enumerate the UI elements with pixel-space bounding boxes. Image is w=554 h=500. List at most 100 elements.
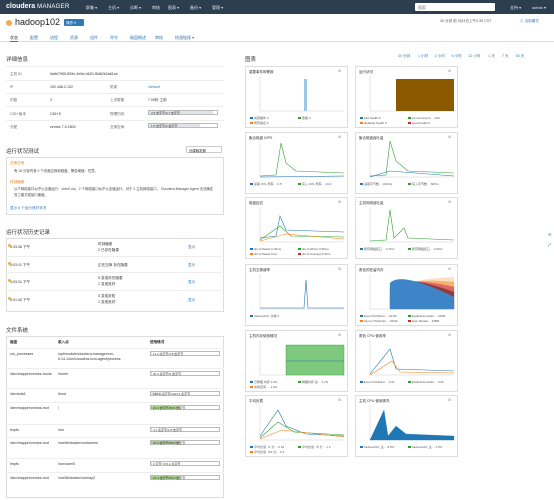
history-event: 正在交换 存在隐患 (98, 263, 128, 267)
nav-admin[interactable]: 管理 ▾ (212, 5, 224, 10)
fs-mount: /run/user/0 (58, 462, 76, 466)
fs-header-usage[interactable]: 使用情况 (150, 340, 165, 344)
health-history-box (6, 238, 224, 312)
time-range-option[interactable]: 1 天 (488, 54, 495, 58)
time-range[interactable]: 30 分钟 前 5月4日上午2:39 CST (440, 19, 492, 23)
fs-usage-bar: 0 字节/ 374.2 兆字节 (150, 461, 220, 466)
rack-label: 机架 (110, 85, 118, 89)
actions-button[interactable]: 操作 ▾ (64, 19, 84, 26)
chart-gear-icon[interactable]: ⚙ (448, 333, 452, 337)
time-range-option[interactable]: 7 天 (502, 54, 509, 58)
health-item-title[interactable]: 时钟偏差 (10, 180, 25, 184)
chart-panel[interactable]: 主机网络吞吐量 ⚙ 所有网络接口… 2.7K/s 所有网络接口… 0.3K/s (355, 197, 458, 259)
create-trigger-button[interactable]: 创建触发器 (186, 146, 222, 153)
fs-disk: /dev/mapper/centos-root (10, 476, 49, 480)
chart-gear-icon[interactable]: ⚙ (338, 135, 342, 139)
chart-gear-icon[interactable]: ⚙ (338, 200, 342, 204)
health-item-text: 有 15 分钟内有 0 个页面交换到磁盘。警告阈值：任意。 (14, 169, 99, 173)
chart-plot (259, 207, 345, 243)
cores-label: 内核 (10, 98, 18, 102)
chart-gear-icon[interactable]: ⚙ (448, 398, 452, 402)
chart-gear-icon[interactable]: ⚙ (338, 398, 342, 402)
nav-user[interactable]: admin ▾ (532, 5, 547, 10)
history-show-link[interactable]: 显示 (188, 280, 196, 284)
chart-panel[interactable]: 角色 CPU 使用率 ⚙ Event Publisher… 0.21 DataNode… (355, 330, 458, 392)
distribution-value: centos 7.5.1804 (50, 125, 76, 129)
ip-value: 192.168.2.102 (50, 85, 73, 89)
history-time: 5:33:36 下午 (10, 245, 31, 249)
cdh-version-value: CDH 5 (50, 112, 61, 116)
host-id-value: 0a6e7955-509e-4e5d-b620-f5d62b2a61ca (50, 72, 118, 76)
history-show-link[interactable]: 显示 (188, 298, 196, 302)
health-item-title[interactable]: 交换空间 (10, 161, 25, 165)
tab-commands[interactable]: 命令 (110, 35, 118, 40)
nav-backup[interactable]: 备份 ▾ (190, 5, 202, 10)
fs-header-mount[interactable]: 装入点 (58, 340, 69, 344)
expand-icon[interactable]: ⤢ (548, 242, 552, 247)
current-mode[interactable]: ⊙ 当前模式 (520, 19, 539, 23)
page-title: hadoop102 (15, 17, 61, 27)
tab-audits[interactable]: 审核 (155, 35, 163, 40)
filesystems-title: 文件系统 (6, 328, 29, 334)
time-range-option[interactable]: 12 小时 (468, 54, 481, 58)
chart-panel[interactable]: 聚合磁盘吞吐量 ⚙ 读取字节数… 344K/s 写入字节数… 66K/s (355, 132, 458, 194)
history-show-link[interactable]: 显示 (188, 263, 196, 267)
rack-link[interactable]: /default (148, 85, 160, 89)
chart-plot (259, 340, 345, 376)
tab-status[interactable]: 状态 (10, 35, 18, 42)
swap-label: 交换空间 (110, 125, 125, 129)
tab-quicklinks[interactable]: 快速链接 ▾ (175, 35, 195, 40)
chart-panel[interactable]: 主机 CPU 使用情况 ⚙ hadoop102, 主… 8.5% hadoop102,… (355, 395, 458, 457)
chart-panel[interactable]: 角色的驻留内存 ⚙ Event Publisher… 217M DataNode (h… (355, 264, 458, 326)
show-good-health-link[interactable]: 显示 6 个运行良好状况 (10, 206, 47, 210)
search-input[interactable] (415, 3, 495, 11)
tab-components[interactable]: 组件 (90, 35, 98, 40)
nav-diagnostics[interactable]: 诊断 ▾ (130, 5, 142, 10)
chart-panel[interactable]: 运行状况 ⚙ bad health 0 concerning he… 100 disab… (355, 66, 458, 128)
chart-legend-item: dm-0 Writes 0.55ms (298, 247, 329, 251)
time-range-option[interactable]: 6 小时 (451, 54, 462, 58)
time-range-option[interactable]: 30 天 (515, 54, 525, 58)
status-warning-icon (6, 20, 12, 26)
chart-gear-icon[interactable]: ⚙ (448, 135, 452, 139)
fs-mount: /var/lib/docker/containers (58, 441, 98, 445)
history-event: 1 变成良好 (98, 282, 116, 286)
side-menu-icon[interactable]: ☰ (548, 232, 552, 237)
chart-legend-item: DataNode (hado… 0.20 (408, 380, 444, 384)
history-event: 5 变成存在隐患 (98, 276, 123, 280)
history-time: 5:03:31 下午 (10, 280, 31, 284)
tab-processes[interactable]: 进程 (50, 35, 58, 40)
chart-gear-icon[interactable]: ⚙ (338, 333, 342, 337)
nav-clusters[interactable]: 群集 ▾ (86, 5, 98, 10)
chart-panel[interactable]: 平均负载 ⚙ 平均负载（1 分… 0.18 平均负载（5 分… 1.2 平均负载（15 … (245, 395, 348, 457)
nav-audits[interactable]: 审核 (152, 5, 160, 10)
time-range-option[interactable]: 1 小时 (418, 54, 429, 58)
tab-resources[interactable]: 资源 (70, 35, 78, 40)
charts-title: 图表 (245, 57, 257, 63)
chart-gear-icon[interactable]: ⚙ (448, 69, 452, 73)
chart-panel[interactable]: 磁盘延迟 ⚙ dm-0 Reads 0.18ms dm-0 Writes 0.55ms… (245, 197, 348, 259)
nav-charts[interactable]: 图表 ▾ (168, 5, 180, 10)
chart-gear-icon[interactable]: ⚙ (338, 267, 342, 271)
chart-panel[interactable]: 主机内存使用情况 ⚙ 已物理 内存 1.6G 物理内存 总… 3.7G 交换空间 … 1… (245, 330, 348, 392)
chart-gear-icon[interactable]: ⚙ (448, 267, 452, 271)
history-show-link[interactable]: 显示 (188, 245, 196, 249)
chart-title: 主机网络吞吐量 (359, 201, 384, 205)
fs-mount: /var/lib/docker/overlay2 (58, 476, 95, 480)
chart-gear-icon[interactable]: ⚙ (448, 200, 452, 204)
chart-panel[interactable]: 重要事件和警报 ⚙ 关键事件 0 警报 0 所有信息 0 (245, 66, 348, 128)
time-range-option[interactable]: 2 小时 (434, 54, 445, 58)
top-navbar: cloudera MANAGER 群集 ▾ 主机 ▾ 诊断 ▾ 审核 图表 ▾ … (0, 0, 554, 14)
fs-header-disk[interactable]: 磁盘 (10, 340, 18, 344)
cloudera-logo[interactable]: cloudera MANAGER (6, 3, 70, 10)
chart-panel[interactable]: 主机交换速率 ⚙ hadoop102, 交换 0 (245, 264, 348, 326)
chart-gear-icon[interactable]: ⚙ (338, 69, 342, 73)
fs-usage-bar: 21.4 吉字节/50.0 吉字节 (150, 405, 220, 410)
tab-disks[interactable]: 磁盘概述 (130, 35, 146, 40)
time-range-option[interactable]: 30 分钟 (398, 54, 411, 58)
memory-bar: 3.5 吉字节/3.7 吉字节 (148, 110, 218, 115)
tab-config[interactable]: 配置 (30, 35, 38, 40)
chart-panel[interactable]: 聚合磁盘 IOPS ⚙ 读取 IOS, 所有… 0.5 写入 IOS, 所有… 19.… (245, 132, 348, 194)
nav-support[interactable]: 支持 ▾ (510, 5, 522, 10)
nav-hosts[interactable]: 主机 ▾ (108, 5, 120, 10)
